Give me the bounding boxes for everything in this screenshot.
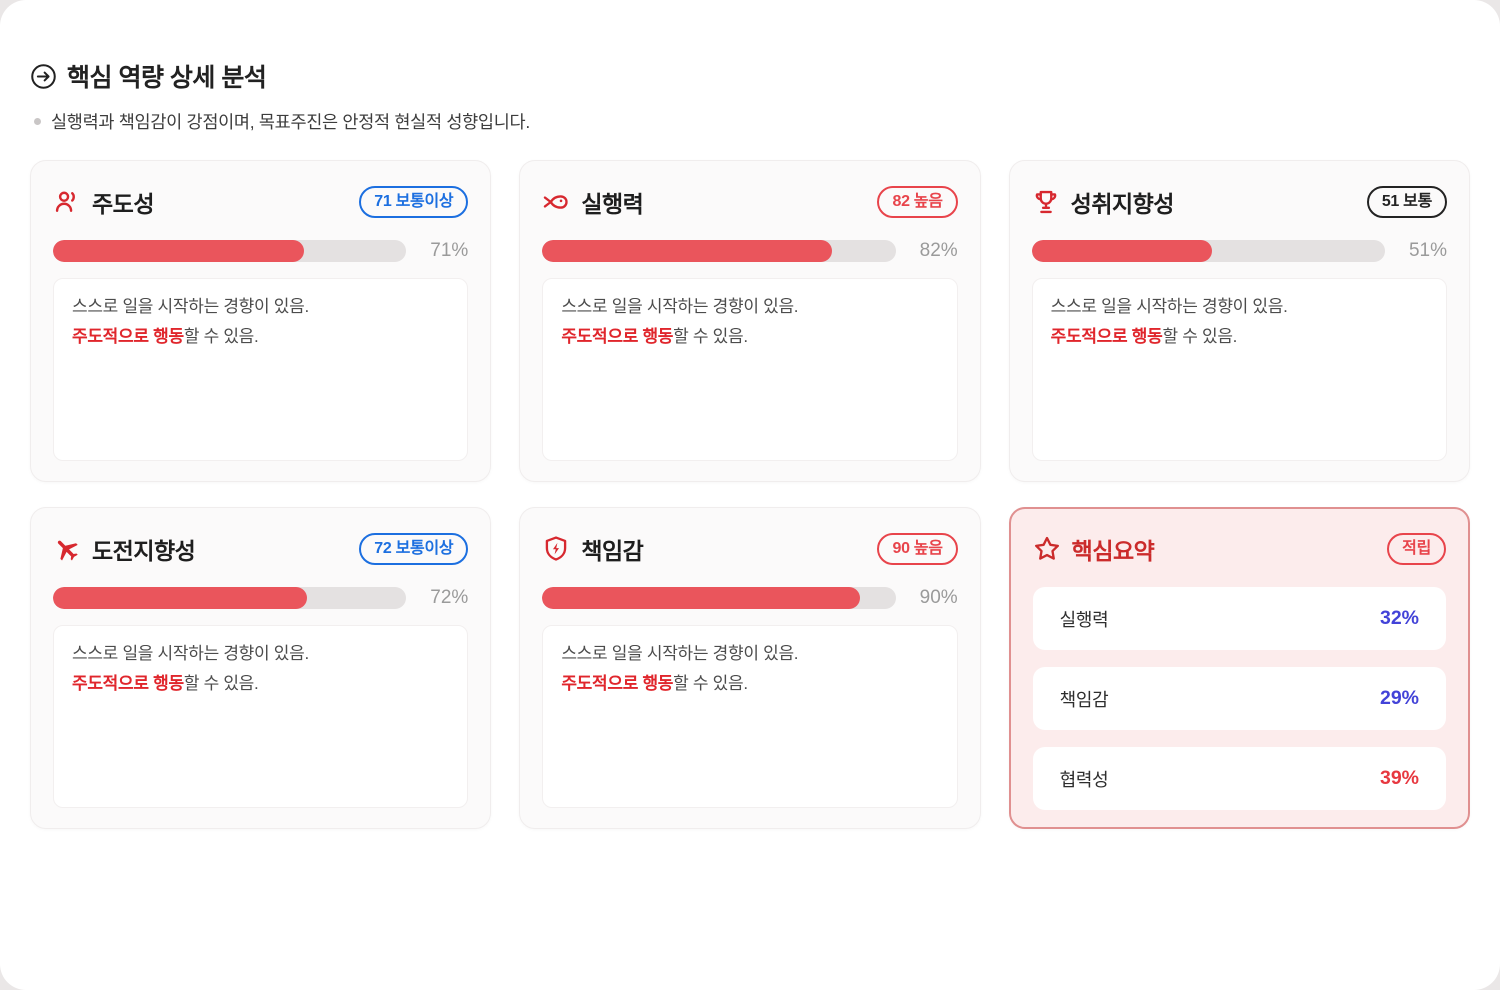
progress-bar <box>542 587 896 609</box>
score-badge: 90 높음 <box>877 533 958 565</box>
summary-row-label: 협력성 <box>1059 769 1109 790</box>
metric-card-chaekimgam: 책임감 90 높음 90% 스스로 일을 시작하는 경향이 있음. 주도적으로 … <box>519 507 981 829</box>
save-points-badge[interactable]: 적립 <box>1387 533 1446 565</box>
progress-bar <box>542 240 896 262</box>
percent-label: 51% <box>1408 240 1447 261</box>
desc-line-1: 스스로 일을 시작하는 경향이 있음. <box>72 297 309 316</box>
bullet-dot-icon <box>34 118 41 125</box>
summary-card: 핵심요약 적립 실행력 32% 책임감 29% 협력성 39% <box>1008 507 1470 829</box>
trophy-icon <box>1032 188 1060 216</box>
summary-row: 실행력 32% <box>1032 587 1446 650</box>
progress-fill <box>53 240 304 262</box>
description-box: 스스로 일을 시작하는 경향이 있음. 주도적으로 행동할 수 있음. <box>1031 278 1447 461</box>
airplane-icon <box>53 535 81 563</box>
score-badge: 51 보통 <box>1366 186 1447 218</box>
desc-line-2: 주도적으로 행동할 수 있음. <box>72 674 259 694</box>
desc-line-1: 스스로 일을 시작하는 경향이 있음. <box>1050 297 1288 316</box>
desc-line-2: 주도적으로 행동할 수 있음. <box>561 327 748 347</box>
star-icon <box>1033 535 1061 563</box>
page-title: 핵심 역량 상세 분석 <box>67 64 267 92</box>
progress-bar <box>53 587 407 609</box>
summary-row: 책임감 29% <box>1032 667 1446 730</box>
card-title: 주도성 <box>92 191 154 217</box>
section-header: 핵심 역량 상세 분석 <box>30 58 1470 94</box>
metric-card-seongchwi: 성취지향성 51 보통 51% 스스로 일을 시작하는 경향이 있음. 주도적으… <box>1008 160 1470 482</box>
progress-fill <box>1031 240 1212 262</box>
card-title: 실행력 <box>581 191 644 217</box>
arrow-circle-icon <box>30 63 57 90</box>
person-icon <box>53 188 81 216</box>
page-subtitle-row: 실행력과 책임감이 강점이며, 목표주진은 안정적 현실적 성향입니다. <box>30 109 1470 134</box>
summary-row-label: 책임감 <box>1059 689 1109 710</box>
progress-bar <box>53 240 407 262</box>
desc-line-2: 주도적으로 행동할 수 있음. <box>72 327 259 347</box>
summary-row-value: 29% <box>1379 687 1419 709</box>
desc-line-1: 스스로 일을 시작하는 경향이 있음. <box>561 297 799 316</box>
competency-grid: 주도성 71 보통이상 71% 스스로 일을 시작하는 경향이 있음. 주도적으… <box>30 160 1470 829</box>
percent-label: 72% <box>430 587 469 608</box>
progress-fill <box>542 587 861 609</box>
summary-title: 핵심요약 <box>1071 538 1155 564</box>
description-box: 스스로 일을 시작하는 경향이 있음. 주도적으로 행동할 수 있음. <box>53 278 469 461</box>
score-badge: 71 보통이상 <box>359 186 469 218</box>
card-title: 성취지향성 <box>1070 191 1175 217</box>
summary-row: 협력성 39% <box>1032 747 1446 810</box>
score-badge: 82 높음 <box>877 186 958 218</box>
shield-bolt-icon <box>542 535 570 563</box>
summary-row-value: 39% <box>1379 767 1419 789</box>
score-badge: 72 보통이상 <box>359 533 469 565</box>
card-title: 도전지향성 <box>92 538 196 564</box>
metric-card-dojeon: 도전지향성 72 보통이상 72% 스스로 일을 시작하는 경향이 있음. 주도… <box>30 507 492 829</box>
desc-line-1: 스스로 일을 시작하는 경향이 있음. <box>72 644 309 663</box>
percent-label: 71% <box>430 240 469 261</box>
desc-line-2: 주도적으로 행동할 수 있음. <box>561 674 748 694</box>
percent-label: 90% <box>919 587 958 608</box>
progress-fill <box>53 587 308 609</box>
card-title: 책임감 <box>581 538 644 564</box>
progress-fill <box>542 240 833 262</box>
fish-icon <box>542 188 570 216</box>
metric-card-judoseong: 주도성 71 보통이상 71% 스스로 일을 시작하는 경향이 있음. 주도적으… <box>30 160 492 482</box>
desc-line-1: 스스로 일을 시작하는 경향이 있음. <box>561 644 799 663</box>
percent-label: 82% <box>919 240 958 261</box>
description-box: 스스로 일을 시작하는 경향이 있음. 주도적으로 행동할 수 있음. <box>53 625 469 808</box>
summary-row-value: 32% <box>1379 607 1419 629</box>
summary-row-label: 실행력 <box>1059 609 1109 630</box>
description-box: 스스로 일을 시작하는 경향이 있음. 주도적으로 행동할 수 있음. <box>542 625 958 808</box>
summary-rows: 실행력 32% 책임감 29% 협력성 39% <box>1032 587 1446 810</box>
progress-bar <box>1031 240 1385 262</box>
page-subtitle: 실행력과 책임감이 강점이며, 목표주진은 안정적 현실적 성향입니다. <box>51 112 530 132</box>
description-box: 스스로 일을 시작하는 경향이 있음. 주도적으로 행동할 수 있음. <box>542 278 958 461</box>
metric-card-silhaengryeok: 실행력 82 높음 82% 스스로 일을 시작하는 경향이 있음. 주도적으로 … <box>519 160 981 482</box>
desc-line-2: 주도적으로 행동할 수 있음. <box>1050 327 1238 347</box>
